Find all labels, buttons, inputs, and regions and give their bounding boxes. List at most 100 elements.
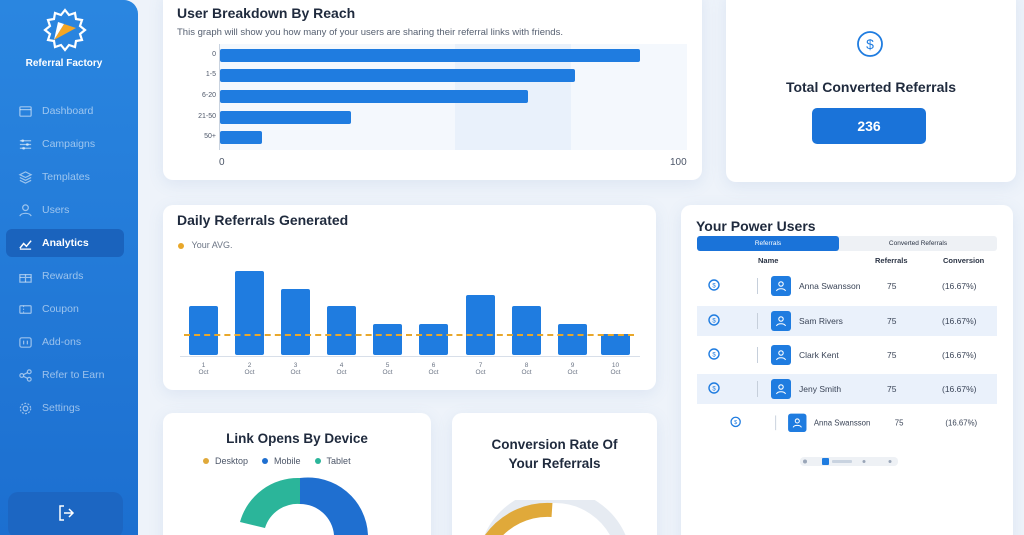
- user-name: Anna Swansson: [799, 281, 861, 291]
- sidebar-item-campaigns[interactable]: Campaigns: [6, 130, 124, 158]
- sidebar-item-users[interactable]: Users: [6, 196, 124, 224]
- daily-bar[interactable]: [373, 324, 402, 355]
- power-title: Your Power Users: [696, 218, 816, 234]
- table-row[interactable]: $ Anna Swansson 75 (16.67%): [720, 409, 977, 437]
- table-row[interactable]: $ Sam Rivers 75 (16.67%): [697, 306, 997, 336]
- sidebar-item-add-ons[interactable]: Add-ons: [6, 328, 124, 356]
- daily-bar[interactable]: [419, 324, 448, 355]
- sidebar-item-rewards[interactable]: Rewards: [6, 262, 124, 290]
- daily-x-label: 9 Oct: [567, 362, 578, 376]
- sidebar-item-label: Templates: [42, 171, 90, 183]
- sidebar-item-label: Coupon: [42, 303, 79, 315]
- sidebar-item-label: Dashboard: [42, 105, 94, 117]
- reach-subtitle: This graph will show you how many of you…: [177, 27, 563, 38]
- row-divider: [757, 313, 758, 329]
- col-name: Name: [758, 256, 779, 265]
- conversion-card: Conversion Rate Of Your Referrals: [452, 413, 657, 535]
- reach-bar[interactable]: [220, 131, 263, 144]
- sidebar-item-label: Analytics: [42, 237, 89, 249]
- donut-slice-mobile: [300, 477, 368, 535]
- user-conversion: (16.67%): [942, 281, 977, 291]
- daily-x-label: 6 Oct: [428, 362, 439, 376]
- avatar: [771, 276, 791, 296]
- daily-bar[interactable]: [235, 271, 264, 355]
- tab-converted-referrals[interactable]: Converted Referrals: [888, 240, 948, 247]
- user-name: Clark Kent: [799, 350, 839, 360]
- pagination[interactable]: [800, 453, 898, 466]
- avg-legend-label: Your AVG.: [191, 240, 233, 250]
- sidebar-item-label: Rewards: [42, 270, 84, 282]
- donut-slice-tablet: [240, 477, 300, 528]
- total-card: $ Total Converted Referrals 236: [726, 0, 1016, 182]
- reach-bar[interactable]: [220, 69, 575, 82]
- total-value[interactable]: 236: [812, 108, 926, 144]
- daily-x-label: 8 Oct: [521, 362, 532, 376]
- reach-title: User Breakdown By Reach: [177, 5, 356, 21]
- daily-x-label: 10 Oct: [610, 362, 621, 376]
- sidebar-item-settings[interactable]: Settings: [6, 394, 124, 422]
- logout-icon: [57, 504, 75, 527]
- reach-category-label: 21-50: [198, 113, 216, 120]
- avg-line: [184, 334, 634, 336]
- daily-bar[interactable]: [558, 324, 587, 355]
- sidebar-item-refer-to-earn[interactable]: Refer to Earn: [6, 361, 124, 389]
- user-conversion: (16.67%): [945, 418, 978, 428]
- daily-bar[interactable]: [281, 289, 310, 355]
- avatar: [771, 311, 791, 331]
- svg-text:$: $: [734, 420, 737, 426]
- user-conversion: (16.67%): [942, 316, 977, 326]
- reach-axis: [219, 44, 220, 150]
- user-referrals: 75: [887, 384, 897, 394]
- avatar: [771, 345, 791, 365]
- legend-mobile: Mobile: [262, 456, 301, 466]
- row-divider: [757, 381, 758, 397]
- logo-icon: [40, 8, 90, 52]
- sidebar-item-label: Campaigns: [42, 138, 96, 150]
- reach-bar[interactable]: [220, 49, 641, 62]
- table-row[interactable]: $ Jeny Smith 75 (16.67%): [697, 374, 997, 404]
- sidebar-item-analytics[interactable]: Analytics: [6, 229, 124, 257]
- daily-bar[interactable]: [601, 334, 630, 355]
- user-name: Jeny Smith: [799, 384, 842, 394]
- daily-bar[interactable]: [512, 306, 541, 355]
- layers-icon: [12, 170, 38, 185]
- app-name: Referral Factory: [25, 58, 103, 69]
- link-legend: Desktop Mobile Tablet: [203, 456, 351, 466]
- link-opens-card: Link Opens By Device: [163, 413, 431, 535]
- conversion-gauge: [484, 500, 626, 535]
- table-row[interactable]: $ Anna Swansson 75 (16.67%): [697, 271, 997, 301]
- reach-bar[interactable]: [220, 111, 351, 124]
- user-referrals: 75: [894, 418, 904, 428]
- sidebar-item-label: Users: [42, 204, 70, 216]
- svg-text:$: $: [712, 387, 716, 393]
- total-title: Total Converted Referrals: [785, 79, 957, 95]
- daily-baseline: [180, 356, 640, 357]
- reach-category-label: 1-5: [205, 71, 216, 78]
- medal-icon: $: [707, 314, 721, 333]
- reach-category-label: 0: [212, 51, 216, 58]
- tab-referrals[interactable]: Referrals: [697, 236, 839, 251]
- table-row[interactable]: $ Clark Kent 75 (16.67%): [697, 340, 997, 370]
- avatar: [771, 379, 791, 399]
- medal-icon: $: [707, 382, 721, 401]
- sidebar-item-coupon[interactable]: Coupon: [6, 295, 124, 323]
- daily-bar[interactable]: [466, 295, 495, 355]
- dashboard-icon: [12, 104, 38, 119]
- daily-x-label: 3 Oct: [290, 362, 301, 376]
- reach-x-tick: 100: [670, 157, 687, 168]
- daily-bar[interactable]: [189, 306, 218, 355]
- sidebar-item-templates[interactable]: Templates: [6, 163, 124, 191]
- user-referrals: 75: [887, 281, 897, 291]
- logout-button[interactable]: [8, 492, 123, 535]
- chart-icon: [12, 236, 38, 251]
- svg-text:$: $: [712, 284, 716, 290]
- share-icon: [12, 368, 38, 383]
- svg-text:$: $: [866, 36, 874, 52]
- reach-bar[interactable]: [220, 90, 529, 103]
- sidebar: Referral Factory: [0, 0, 138, 535]
- sidebar-item-dashboard[interactable]: Dashboard: [6, 97, 124, 125]
- daily-bar[interactable]: [327, 306, 356, 355]
- reach-x-tick: 0: [219, 157, 225, 168]
- user-icon: [12, 203, 38, 218]
- daily-x-label: 7 Oct: [475, 362, 486, 376]
